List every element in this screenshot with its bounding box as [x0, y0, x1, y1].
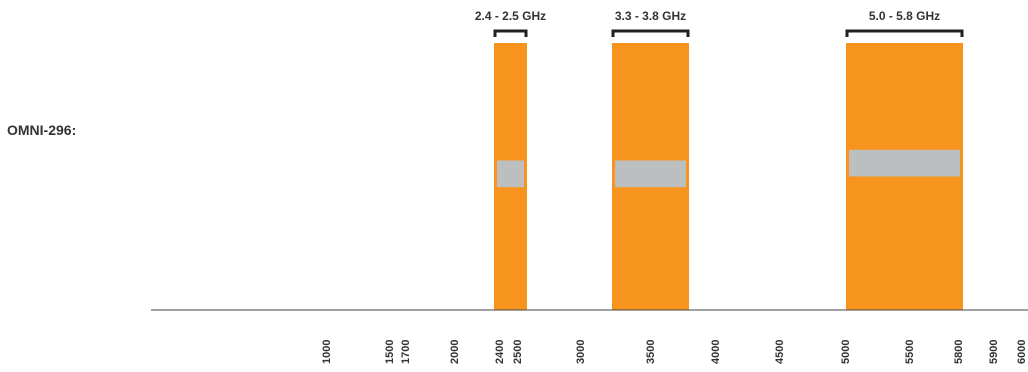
- x-tick-label-9: 4500: [774, 340, 786, 364]
- x-tick-label-11: 5500: [904, 340, 916, 364]
- x-tick-label-2: 1700: [400, 340, 412, 364]
- gain-marker-2: [849, 149, 960, 177]
- gain-marker-0: [497, 160, 524, 188]
- gain-marker-1: [615, 160, 686, 188]
- band-bracket-line-0: [493, 29, 528, 37]
- ticks-layer: 1000 1500 1700 2000 2400 2500 3000 3500 4000 4500…: [321, 340, 1028, 364]
- x-tick-label-4: 2400: [494, 340, 506, 364]
- x-tick-label-13: 5900: [988, 340, 1000, 364]
- markers-layer: [497, 149, 960, 188]
- row-label: OMNI-296:: [7, 122, 76, 138]
- x-tick-label-5: 2500: [512, 340, 524, 364]
- x-tick-label-3: 2000: [449, 340, 461, 364]
- band-bracket-2: 5.0 - 5.8 GHz: [845, 9, 964, 37]
- x-tick-label-12: 5800: [953, 340, 965, 364]
- x-tick-label-10: 5000: [840, 340, 852, 364]
- brackets-layer: 2.4 - 2.5 GHz 3.3 - 3.8 GHz 5.0 - 5.8 GHz: [475, 9, 964, 37]
- band-bracket-0: 2.4 - 2.5 GHz: [475, 9, 546, 37]
- x-tick-label-14: 6000: [1016, 340, 1028, 364]
- x-tick-label-7: 3500: [645, 340, 657, 364]
- band-label-2: 5.0 - 5.8 GHz: [869, 9, 940, 23]
- x-tick-label-8: 4000: [710, 340, 722, 364]
- x-tick-label-0: 1000: [321, 340, 333, 364]
- x-tick-label-1: 1500: [384, 340, 396, 364]
- band-label-1: 3.3 - 3.8 GHz: [615, 9, 686, 23]
- band-bracket-line-1: [611, 29, 690, 37]
- band-bracket-line-2: [845, 29, 964, 37]
- x-tick-label-6: 3000: [575, 340, 587, 364]
- band-label-0: 2.4 - 2.5 GHz: [475, 9, 546, 23]
- band-bracket-1: 3.3 - 3.8 GHz: [611, 9, 690, 37]
